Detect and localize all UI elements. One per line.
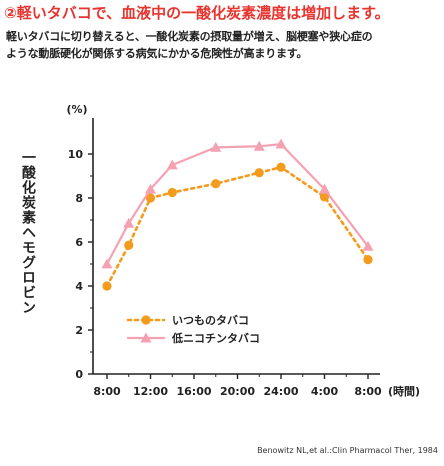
page-heading: ②軽いタバコで、血液中の一酸化炭素濃度は増加します。 <box>4 4 390 22</box>
y-tick-label: 10 <box>68 148 84 161</box>
x-tick-label: 24:00 <box>263 385 298 398</box>
data-point-low-nicotine <box>210 141 222 152</box>
y-unit-label: (%) <box>66 103 87 116</box>
x-tick-label: 16:00 <box>176 385 211 398</box>
y-axis-label: 一酸化炭素ヘモグロビン <box>20 150 36 315</box>
y-tick-label: 8 <box>75 192 83 205</box>
data-point-regular <box>211 179 221 189</box>
data-point-low-nicotine <box>166 159 178 170</box>
x-tick-label: 8:00 <box>354 385 382 398</box>
y-tick-label: 4 <box>75 280 83 293</box>
source-citation: Benowitz NL,et al.:Clin Pharmacol Ther, … <box>257 446 438 455</box>
x-tick-label: 20:00 <box>220 385 255 398</box>
x-axis-unit-label: (時間) <box>388 384 420 398</box>
data-point-regular <box>167 187 177 198</box>
data-point-regular <box>254 168 264 178</box>
data-point-regular <box>124 240 134 250</box>
data-point-low-nicotine <box>145 183 156 194</box>
data-point-regular <box>319 192 330 202</box>
data-point-low-nicotine <box>275 138 287 149</box>
data-point-regular <box>363 255 373 265</box>
legend-marker-low-nicotine <box>140 332 152 343</box>
data-point-low-nicotine <box>101 258 113 269</box>
y-tick-label: 0 <box>75 368 83 381</box>
y-tick-label: 6 <box>75 236 83 249</box>
description-text: 軽いタバコに切り替えると、一酸化炭素の摂取量が増え、脳梗塞や狭心症の ような動脈… <box>6 28 438 62</box>
description-line: 軽いタバコに切り替えると、一酸化炭素の摂取量が増え、脳梗塞や狭心症の <box>6 30 373 43</box>
y-tick-label: 2 <box>75 324 83 337</box>
legend-marker-regular <box>141 315 151 325</box>
data-point-low-nicotine <box>123 217 135 228</box>
data-point-low-nicotine <box>253 140 265 151</box>
data-point-regular <box>102 281 112 291</box>
x-tick-label: 8:00 <box>93 385 121 398</box>
data-point-low-nicotine <box>362 240 374 251</box>
legend-label-regular: いつものタバコ <box>172 314 249 327</box>
legend-label-low-nicotine: 低ニコチンタバコ <box>171 331 260 345</box>
data-point-regular <box>276 162 286 172</box>
x-tick-label: 12:00 <box>133 385 168 398</box>
data-point-low-nicotine <box>319 183 330 194</box>
series-line-regular <box>105 165 370 288</box>
x-tick-label: 4:00 <box>311 385 339 398</box>
description-line: ような動脈硬化が関係する病気にかかる危険性が高まります。 <box>6 47 308 60</box>
data-point-regular <box>145 193 156 203</box>
